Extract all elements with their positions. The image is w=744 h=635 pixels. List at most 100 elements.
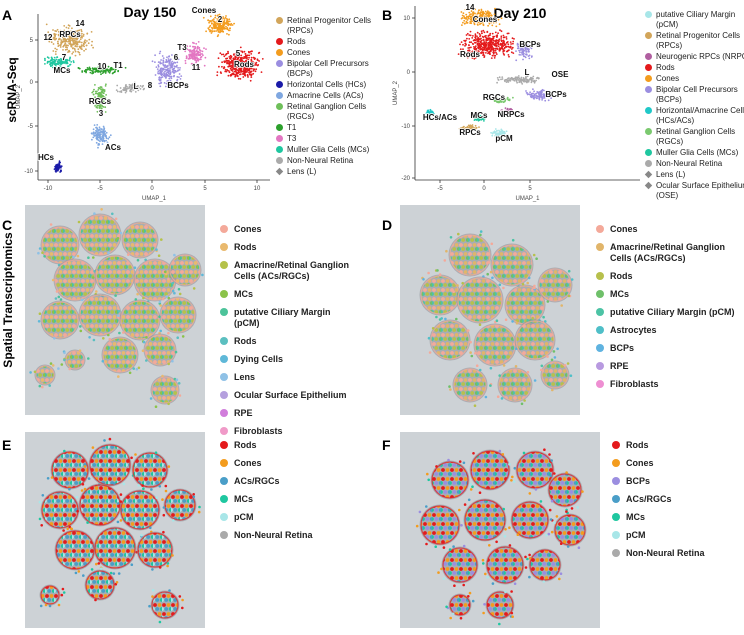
spot xyxy=(418,510,422,514)
cell-point xyxy=(114,70,116,73)
cluster-label: OSE xyxy=(552,70,570,79)
spot xyxy=(502,286,505,290)
cell-point xyxy=(528,41,531,43)
cell-point xyxy=(529,91,531,94)
organoid-section xyxy=(453,368,487,402)
cell-point xyxy=(92,46,94,49)
cell-point xyxy=(228,18,231,21)
legend-item: Rods xyxy=(220,242,350,253)
spot xyxy=(167,331,170,335)
cell-point xyxy=(487,24,489,27)
cell-point xyxy=(81,36,83,39)
cluster-label: 12 xyxy=(44,33,53,42)
cluster-label: 5 xyxy=(236,49,241,58)
legend-swatch xyxy=(220,409,228,417)
spot xyxy=(511,475,514,479)
cell-point xyxy=(430,113,433,116)
organoid-section xyxy=(470,450,510,490)
spot xyxy=(550,499,554,503)
cell-point xyxy=(203,47,205,50)
cell-point xyxy=(170,62,173,64)
spot xyxy=(474,352,477,355)
cell-point xyxy=(203,64,206,67)
legend-swatch xyxy=(596,362,604,370)
spot xyxy=(148,604,151,608)
cell-point xyxy=(490,21,492,24)
spot xyxy=(451,612,455,616)
spot xyxy=(55,290,59,293)
cell-point xyxy=(500,78,502,81)
cell-point xyxy=(483,31,486,34)
spot xyxy=(58,600,62,603)
cell-point xyxy=(90,44,93,47)
cell-point xyxy=(50,65,52,67)
cell-point xyxy=(527,50,530,53)
cell-point xyxy=(115,89,118,91)
cell-point xyxy=(156,68,159,70)
cell-point xyxy=(489,34,491,37)
cell-point xyxy=(237,77,240,80)
cell-point xyxy=(510,108,513,111)
cell-point xyxy=(503,36,506,39)
spot xyxy=(467,595,470,598)
cell-point xyxy=(165,76,167,79)
cell-point xyxy=(54,47,57,50)
cell-point xyxy=(158,78,161,81)
cell-point xyxy=(522,58,524,61)
cluster-label: 11 xyxy=(192,63,201,72)
cell-point xyxy=(222,27,225,30)
cell-point xyxy=(45,38,47,41)
cell-point xyxy=(52,29,54,31)
cell-point xyxy=(244,53,247,55)
cell-point xyxy=(100,73,102,76)
cell-point xyxy=(518,44,521,46)
cell-point xyxy=(500,133,503,136)
cell-point xyxy=(102,137,105,140)
spot xyxy=(520,402,524,406)
cell-point xyxy=(72,32,74,35)
cell-point xyxy=(431,110,434,113)
legend-swatch xyxy=(645,160,652,167)
cell-point xyxy=(237,57,240,60)
legend-swatch xyxy=(276,81,283,88)
cell-point xyxy=(82,42,85,45)
spot xyxy=(512,480,516,483)
spot xyxy=(197,510,201,514)
cell-point xyxy=(97,143,100,145)
cell-point xyxy=(65,40,68,43)
cell-point xyxy=(530,41,533,44)
tissue-sections xyxy=(29,208,204,409)
cell-point xyxy=(539,92,542,95)
cell-point xyxy=(139,88,142,90)
cell-point xyxy=(533,81,536,84)
spot xyxy=(91,276,95,279)
legend-item: Astrocytes xyxy=(596,325,736,336)
spot xyxy=(473,404,477,408)
cell-point xyxy=(65,44,67,47)
y-tick-label: 10 xyxy=(403,16,410,22)
spot xyxy=(119,493,123,496)
spot xyxy=(51,278,55,282)
cell-point xyxy=(478,126,480,128)
spot xyxy=(111,212,114,216)
cell-point xyxy=(97,104,99,107)
cell-point xyxy=(471,57,474,59)
cell-point xyxy=(168,55,171,58)
cell-point xyxy=(78,51,81,54)
cell-point xyxy=(255,61,258,64)
spot xyxy=(149,526,152,530)
cell-point xyxy=(213,30,216,33)
cell-point xyxy=(159,62,162,65)
organoid-section xyxy=(554,514,586,546)
cell-point xyxy=(241,51,244,54)
cell-point xyxy=(476,35,478,38)
organoid-section xyxy=(65,350,85,370)
spot xyxy=(511,238,515,242)
spot xyxy=(542,580,546,583)
spot xyxy=(119,231,123,235)
cell-point xyxy=(232,66,235,69)
cell-point xyxy=(474,34,477,37)
cluster-label: RPCs xyxy=(459,128,481,137)
spot xyxy=(491,276,494,280)
spot xyxy=(498,622,501,626)
